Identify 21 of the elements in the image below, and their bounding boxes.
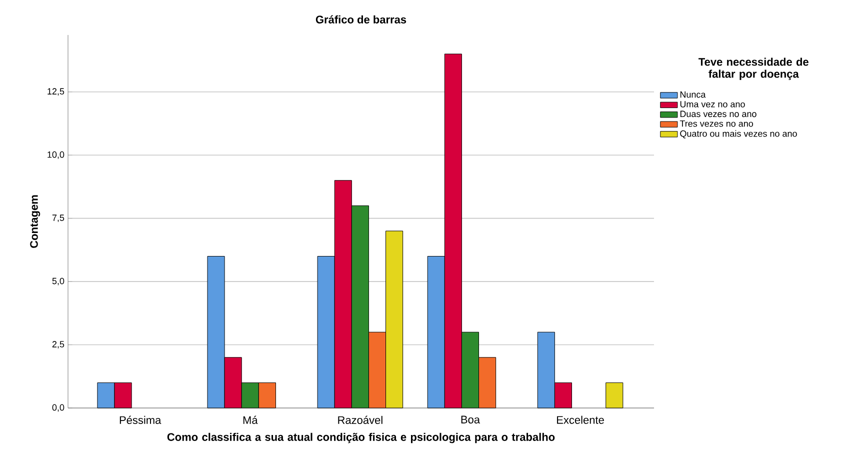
x-tick-label: Má [243,416,258,424]
y-tick-label: 2,5 [52,341,64,348]
legend-label: Quatro ou mais vezes no ano [680,130,797,138]
x-axis-title: Como classifica a sua atual condição fisica e psicologica para o trabalho [167,432,555,444]
y-tick-label: 5,0 [52,278,64,286]
x-tick-label: Razoável [338,416,382,424]
legend-label: Tres vezes no ano [680,120,754,127]
y-tick-label: 12,5 [48,88,64,96]
y-axis-title: Contagem [30,195,40,248]
chart-title: Gráfico de barras [316,15,406,24]
legend-label: Nunca [680,91,706,98]
legend-label: Uma vez no ano [680,101,745,108]
bar [606,382,624,408]
y-tick-label: 7,5 [52,214,64,222]
legend-label: Duas vezes no ano [680,110,756,118]
x-tick-label: Boa [461,416,480,424]
legend-title: Teve necessidade de faltar por doença [698,58,808,80]
y-tick-label: 0,0 [52,404,64,412]
x-tick-label: Péssima [120,416,162,424]
x-tick-label: Excelente [557,416,604,424]
y-tick-label: 10,0 [48,151,64,159]
